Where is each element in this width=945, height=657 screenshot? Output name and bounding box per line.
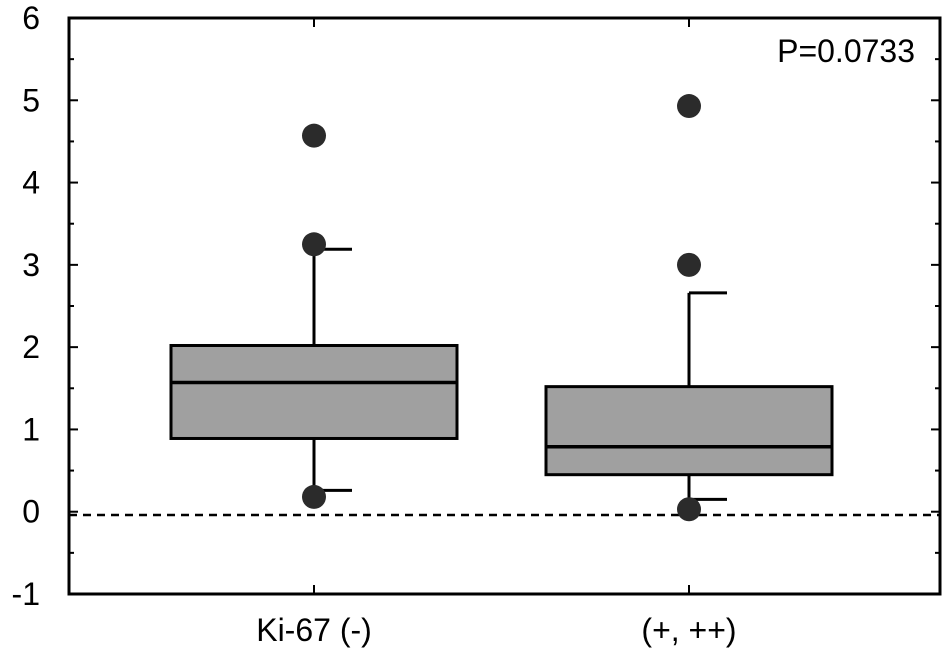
outlier-point: [677, 497, 701, 522]
x-tick-label: (+, ++): [641, 612, 736, 648]
y-tick-label: 2: [22, 329, 40, 365]
outlier-point: [302, 232, 326, 257]
tick-labels-layer: -1 0 1 2 3 4 5 6 Ki-67 (-) (+, ++): [12, 0, 737, 648]
outlier-point: [302, 484, 326, 509]
outlier-point: [677, 94, 701, 119]
iqr-box: [544, 385, 834, 477]
plot-frame: [67, 16, 942, 596]
y-tick-label: 1: [22, 411, 40, 447]
p-value-annotation: P=0.0733: [777, 33, 915, 69]
y-tick-label: 6: [22, 0, 40, 36]
box-group: [169, 123, 459, 509]
axis-ticks: [69, 17, 940, 595]
y-tick-label: 0: [22, 494, 40, 530]
box-group: [544, 94, 834, 522]
y-tick-label: -1: [12, 576, 40, 612]
iqr-box: [169, 343, 459, 440]
boxes-layer: [169, 94, 834, 522]
outlier-point: [302, 123, 326, 148]
x-tick-label: Ki-67 (-): [256, 612, 372, 648]
y-tick-label: 3: [22, 247, 40, 283]
outlier-point: [677, 252, 701, 277]
y-tick-label: 5: [22, 82, 40, 118]
y-tick-label: 4: [22, 165, 40, 201]
